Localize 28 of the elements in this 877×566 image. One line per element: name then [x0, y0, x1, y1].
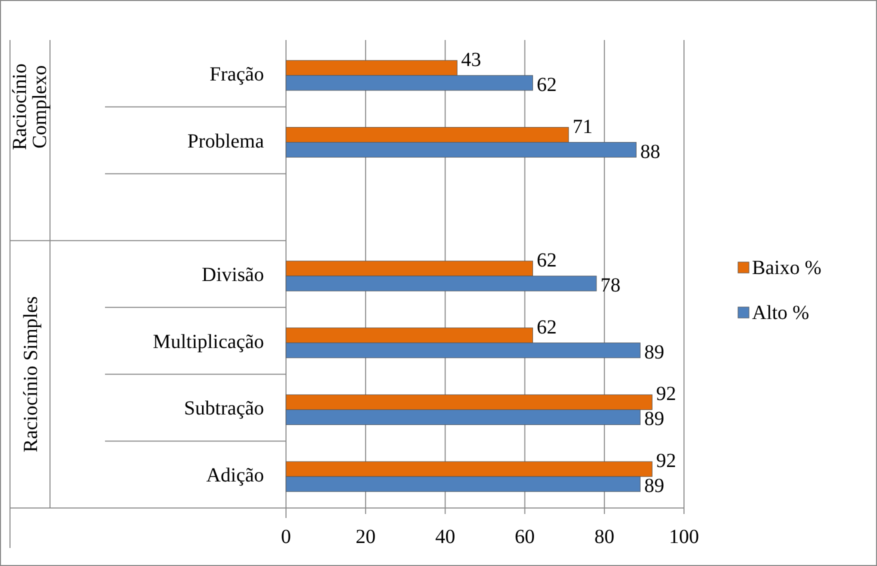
y-tick-label: Fração: [210, 63, 264, 86]
data-label: 62: [536, 74, 557, 96]
y-tick-label: Adição: [206, 464, 264, 487]
x-tick-label: 60: [514, 526, 535, 548]
data-label: 89: [644, 475, 664, 498]
y-tick-label: Subtração: [184, 398, 264, 420]
x-tick-label: 80: [594, 526, 614, 548]
legend-label: Baixo %: [752, 257, 822, 279]
x-tick-label: 40: [435, 526, 456, 548]
y-tick-label: Multiplicação: [152, 330, 264, 353]
text: Raciocínio Simples: [20, 296, 42, 452]
x-tick-label: 100: [669, 526, 699, 548]
data-label: 43: [461, 48, 482, 71]
x-tick-label: 0: [281, 526, 291, 548]
x-tick-label: 20: [356, 526, 376, 548]
y-tick-label: Problema: [187, 130, 264, 152]
data-label: 62: [536, 250, 557, 272]
data-label: 92: [656, 383, 676, 406]
data-label: 89: [644, 341, 664, 364]
legend-label: Alto %: [752, 302, 810, 324]
data-label: 71: [572, 116, 593, 138]
y-tick-label: Divisão: [202, 264, 264, 286]
data-label: 62: [536, 316, 557, 338]
data-label: 88: [640, 140, 660, 163]
data-label: 78: [600, 274, 620, 296]
text: Raciocínio Complexo: [9, 64, 51, 150]
data-label: 92: [656, 450, 676, 472]
data-label: 89: [644, 408, 664, 430]
